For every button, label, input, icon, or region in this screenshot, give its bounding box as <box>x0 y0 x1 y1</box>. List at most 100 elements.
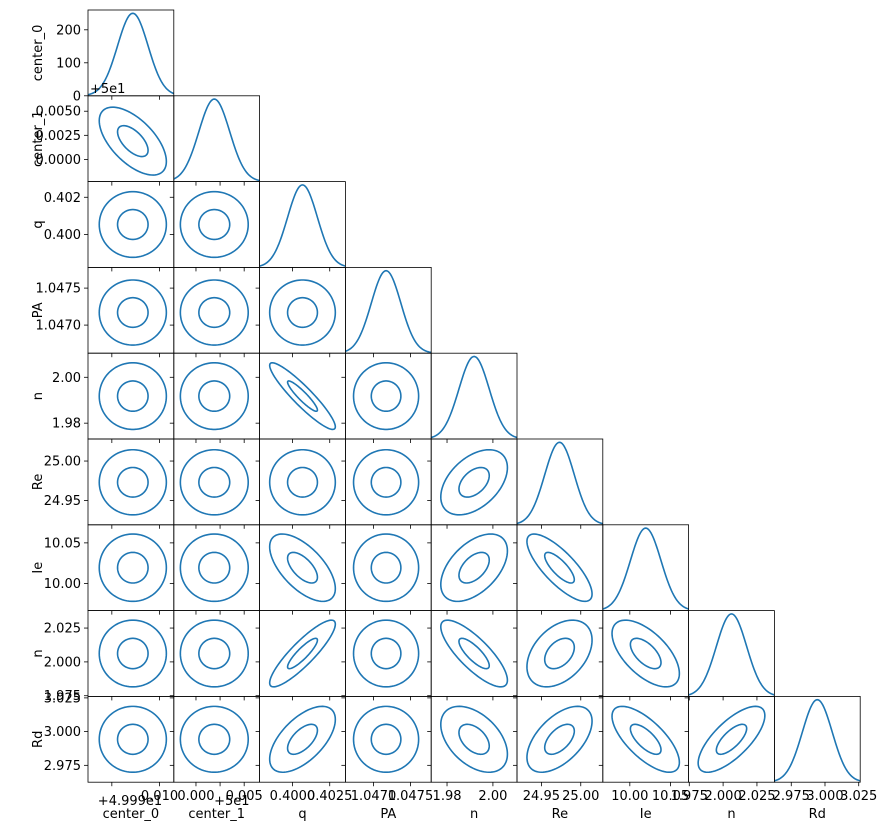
marginal-curve-PA <box>345 269 432 354</box>
contour-n2-vs-Re-level-2 <box>526 619 593 688</box>
contour-n-vs-q-level-1 <box>286 380 319 413</box>
marginal-curve-center_0 <box>88 12 174 96</box>
xlabel-n: n <box>470 807 478 822</box>
contour-n-vs-center_1-level-2 <box>179 362 250 431</box>
contour-q-vs-center_1-level-1 <box>198 208 231 241</box>
ytick-label: 1.0475 <box>36 282 82 297</box>
contour-n2-vs-center_0-level-2 <box>98 619 168 688</box>
contour-n2-vs-center_1-level-1 <box>198 637 231 670</box>
panel-frame-7-2 <box>259 610 346 697</box>
contour-n2-vs-n-level-1 <box>458 637 491 670</box>
panel-frame-8-0 <box>87 696 175 783</box>
contour-Rd-vs-Ie-level-2 <box>611 705 681 774</box>
ytick-label: 24.95 <box>44 494 81 509</box>
contour-n-vs-q-level-2 <box>268 361 337 431</box>
panel-frame-1-0 <box>87 95 175 183</box>
contour-center_1-vs-center_0-level-2 <box>98 106 168 176</box>
marginal-curve-n2 <box>688 613 775 696</box>
ytick-label: 0.0000 <box>36 153 82 168</box>
xlabel-Rd: Rd <box>809 807 826 822</box>
contour-n-vs-center_0-level-2 <box>98 362 168 431</box>
xtick-label: 0.005 <box>226 789 263 804</box>
panel-frame-8-5 <box>516 696 604 783</box>
panel-frame-8-8 <box>774 696 861 783</box>
ylabel-Ie: Ie <box>31 562 46 574</box>
ylabel-n: n <box>31 392 46 400</box>
panel-frame-8-1 <box>173 696 261 783</box>
marginal-curve-Ie <box>602 527 689 610</box>
xtick-label: 0.4025 <box>307 789 353 804</box>
ytick-label: 0.0050 <box>36 105 82 120</box>
ytick-label: 2.975 <box>44 759 81 774</box>
panel-frame-6-1 <box>173 524 261 611</box>
contour-n2-vs-Ie-level-1 <box>629 637 662 670</box>
contour-q-vs-center_1-level-2 <box>179 190 250 259</box>
contour-n-vs-PA-level-2 <box>352 362 420 431</box>
xlabel-n2: n <box>727 807 735 822</box>
contour-Re-vs-n-level-1 <box>458 466 491 498</box>
contour-n2-vs-Re-level-1 <box>543 637 576 670</box>
xtick-label: 0.4000 <box>270 789 316 804</box>
contour-n2-vs-n-level-2 <box>439 619 509 688</box>
panel-frame-5-5 <box>516 438 604 526</box>
contour-n2-vs-q-level-1 <box>286 637 319 670</box>
contour-Re-vs-n-level-2 <box>439 448 509 516</box>
xtick-label: 2.000 <box>705 789 742 804</box>
contour-Rd-vs-q-level-2 <box>268 705 337 774</box>
contour-Rd-vs-Ie-level-1 <box>629 723 662 756</box>
contour-Rd-vs-center_0-level-1 <box>116 723 149 756</box>
contour-n-vs-center_1-level-1 <box>198 380 231 413</box>
ytick-label: 2.025 <box>44 622 81 637</box>
panel-frame-2-2 <box>259 181 346 268</box>
contour-Ie-vs-Re-level-2 <box>526 533 593 603</box>
ylabel-n2: n <box>31 649 46 657</box>
contour-Rd-vs-n2-level-1 <box>715 723 748 756</box>
contour-Re-vs-q-level-1 <box>286 466 319 498</box>
contour-Re-vs-q-level-2 <box>268 448 337 516</box>
panel-frame-5-2 <box>259 438 346 526</box>
ylabel-q: q <box>31 220 46 228</box>
contour-Rd-vs-Re-level-1 <box>543 723 576 756</box>
panel-frame-2-1 <box>173 181 261 268</box>
ytick-label: 10.05 <box>44 536 81 551</box>
contour-Re-vs-PA-level-1 <box>370 466 402 498</box>
ytick-label: 100 <box>56 56 81 71</box>
contour-n2-vs-PA-level-1 <box>370 637 402 670</box>
contour-Re-vs-center_0-level-2 <box>98 448 168 516</box>
contour-q-vs-center_0-level-1 <box>116 208 149 241</box>
contour-Rd-vs-center_0-level-2 <box>98 705 168 774</box>
panel-frame-7-0 <box>87 610 175 697</box>
contour-Ie-vs-n-level-1 <box>458 551 491 584</box>
contour-Ie-vs-PA-level-2 <box>352 533 420 603</box>
panel-frame-4-2 <box>259 352 346 440</box>
contour-Ie-vs-PA-level-1 <box>370 551 402 584</box>
xtick-label: 2.975 <box>773 789 810 804</box>
xtick-label: 2.00 <box>478 789 507 804</box>
contour-PA-vs-q-level-1 <box>286 296 319 329</box>
ytick-label: 2.000 <box>44 655 81 670</box>
xlabel-Re: Re <box>552 807 568 822</box>
ytick-label: 25.00 <box>44 455 81 470</box>
ylabel-Rd: Rd <box>31 731 46 748</box>
contour-PA-vs-q-level-2 <box>268 279 337 346</box>
ylabel-Re: Re <box>31 474 46 490</box>
contour-Ie-vs-center_0-level-2 <box>98 533 168 603</box>
panel-frame-8-6 <box>602 696 689 783</box>
xtick-label: 2.025 <box>738 789 775 804</box>
ytick-label: 0.0025 <box>36 129 82 144</box>
xlabel-q: q <box>298 807 306 822</box>
xlabel-center_1: center_1 <box>188 807 245 822</box>
contour-Ie-vs-n-level-2 <box>439 533 509 603</box>
contour-n-vs-PA-level-1 <box>370 380 402 413</box>
contour-Re-vs-PA-level-2 <box>352 448 420 516</box>
ytick-label: 0.400 <box>44 228 81 243</box>
panel-frame-7-1 <box>173 610 261 697</box>
ytick-label: 3.000 <box>44 725 81 740</box>
ytick-label: 3.025 <box>44 691 81 706</box>
xlabel-Ie: Ie <box>640 807 652 822</box>
contour-Rd-vs-n-level-2 <box>439 705 509 774</box>
xlabel-center_0: center_0 <box>103 807 160 822</box>
marginal-curve-Re <box>517 441 603 525</box>
contour-Rd-vs-Re-level-2 <box>526 705 593 774</box>
panel-frame-6-5 <box>516 524 604 611</box>
